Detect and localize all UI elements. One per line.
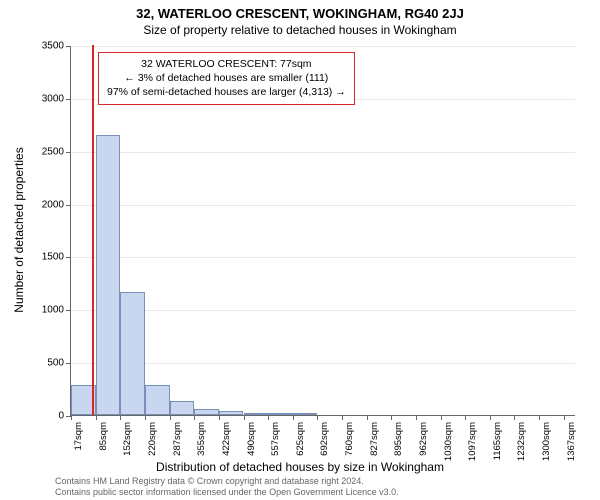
- x-tick-label: 1165sqm: [492, 422, 503, 460]
- x-tick-label: 422sqm: [221, 422, 232, 456]
- x-tick-mark: [194, 415, 195, 420]
- x-tick-mark: [71, 415, 72, 420]
- y-tick-mark: [66, 205, 71, 206]
- x-tick-mark: [293, 415, 294, 420]
- y-tick-label: 1500: [24, 252, 64, 263]
- x-tick-mark: [244, 415, 245, 420]
- marker-line: [92, 45, 94, 415]
- y-tick-label: 3500: [24, 41, 64, 52]
- x-tick-label: 827sqm: [369, 422, 380, 456]
- x-tick-label: 152sqm: [122, 422, 133, 456]
- x-tick-label: 625sqm: [295, 422, 306, 456]
- x-tick-label: 1367sqm: [566, 422, 577, 461]
- histogram-bar: [268, 413, 293, 415]
- y-tick-mark: [66, 257, 71, 258]
- y-tick-label: 2500: [24, 146, 64, 157]
- plot-area: 32 WATERLOO CRESCENT: 77sqm ← 3% of deta…: [70, 46, 575, 416]
- x-tick-mark: [342, 415, 343, 420]
- histogram-bar: [170, 401, 195, 415]
- info-line-3: 97% of semi-detached houses are larger (…: [107, 85, 346, 99]
- x-tick-label: 17sqm: [73, 422, 84, 451]
- histogram-bar: [194, 409, 219, 415]
- info-line-2: ← 3% of detached houses are smaller (111…: [107, 71, 346, 85]
- x-tick-mark: [490, 415, 491, 420]
- x-tick-label: 287sqm: [172, 422, 183, 456]
- x-tick-mark: [317, 415, 318, 420]
- x-tick-mark: [564, 415, 565, 420]
- grid-line: [71, 310, 575, 311]
- y-tick-mark: [66, 152, 71, 153]
- info-box: 32 WATERLOO CRESCENT: 77sqm ← 3% of deta…: [98, 52, 355, 105]
- x-tick-mark: [170, 415, 171, 420]
- x-tick-mark: [96, 415, 97, 420]
- histogram-bar: [219, 411, 244, 415]
- histogram-bar: [244, 413, 269, 415]
- y-tick-mark: [66, 99, 71, 100]
- footer-line-2: Contains public sector information licen…: [55, 487, 399, 498]
- y-tick-mark: [66, 46, 71, 47]
- x-tick-mark: [367, 415, 368, 420]
- info-line-1: 32 WATERLOO CRESCENT: 77sqm: [107, 57, 346, 71]
- x-tick-label: 557sqm: [270, 422, 281, 456]
- x-tick-label: 1232sqm: [516, 422, 527, 461]
- x-axis-label: Distribution of detached houses by size …: [0, 460, 600, 474]
- grid-line: [71, 205, 575, 206]
- chart-container: 32, WATERLOO CRESCENT, WOKINGHAM, RG40 2…: [0, 0, 600, 500]
- title-address: 32, WATERLOO CRESCENT, WOKINGHAM, RG40 2…: [0, 0, 600, 21]
- x-tick-label: 1030sqm: [443, 422, 454, 461]
- footer: Contains HM Land Registry data © Crown c…: [55, 476, 399, 499]
- x-tick-mark: [465, 415, 466, 420]
- x-tick-mark: [539, 415, 540, 420]
- histogram-bar: [145, 385, 170, 415]
- x-tick-label: 1300sqm: [541, 422, 552, 461]
- histogram-bar: [293, 413, 318, 415]
- grid-line: [71, 257, 575, 258]
- x-tick-label: 962sqm: [418, 422, 429, 456]
- x-tick-label: 895sqm: [393, 422, 404, 456]
- histogram-bar: [120, 292, 145, 415]
- x-tick-label: 692sqm: [319, 422, 330, 456]
- x-tick-label: 220sqm: [147, 422, 158, 456]
- y-tick-label: 0: [24, 411, 64, 422]
- histogram-bar: [96, 135, 121, 415]
- x-tick-mark: [219, 415, 220, 420]
- x-tick-mark: [391, 415, 392, 420]
- y-tick-label: 1000: [24, 305, 64, 316]
- y-axis-label: Number of detached properties: [12, 147, 26, 312]
- x-tick-label: 85sqm: [98, 422, 109, 451]
- x-tick-mark: [441, 415, 442, 420]
- y-tick-mark: [66, 310, 71, 311]
- grid-line: [71, 363, 575, 364]
- x-tick-mark: [514, 415, 515, 420]
- y-tick-label: 3000: [24, 93, 64, 104]
- grid-line: [71, 152, 575, 153]
- x-tick-label: 1097sqm: [467, 422, 478, 461]
- x-tick-mark: [268, 415, 269, 420]
- x-tick-mark: [120, 415, 121, 420]
- y-tick-label: 2000: [24, 199, 64, 210]
- y-tick-label: 500: [24, 358, 64, 369]
- grid-line: [71, 46, 575, 47]
- x-tick-mark: [145, 415, 146, 420]
- title-subtitle: Size of property relative to detached ho…: [0, 21, 600, 41]
- x-tick-mark: [416, 415, 417, 420]
- x-tick-label: 760sqm: [344, 422, 355, 456]
- footer-line-1: Contains HM Land Registry data © Crown c…: [55, 476, 399, 487]
- y-tick-mark: [66, 363, 71, 364]
- x-tick-label: 490sqm: [246, 422, 257, 456]
- x-tick-label: 355sqm: [196, 422, 207, 456]
